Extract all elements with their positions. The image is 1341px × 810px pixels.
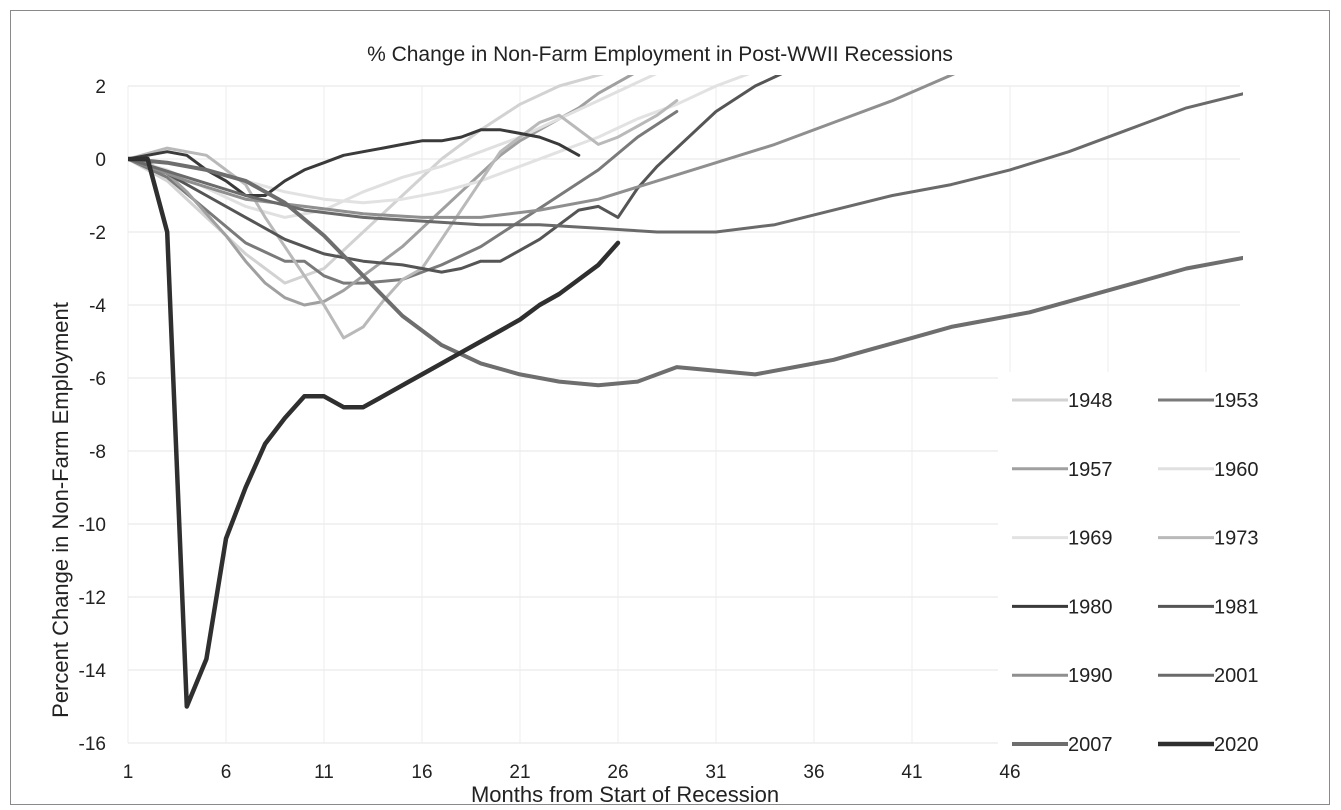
legend-label-1973: 1973 — [1214, 528, 1259, 550]
series-line-1953 — [128, 110, 679, 285]
y-tick-label: -16 — [79, 734, 106, 755]
legend-label-1981: 1981 — [1214, 596, 1259, 618]
y-tick-label: -14 — [79, 661, 107, 682]
legend-label-1960: 1960 — [1214, 459, 1259, 481]
series-line-2001 — [128, 92, 1243, 234]
y-tick-label: -10 — [79, 515, 106, 536]
legend-label-1948: 1948 — [1068, 390, 1113, 412]
x-tick-label: 16 — [411, 762, 432, 783]
x-tick-label: 41 — [901, 762, 922, 783]
series-line-1960 — [128, 75, 657, 219]
legend-label-1953: 1953 — [1214, 390, 1259, 412]
x-tick-label: 36 — [803, 762, 824, 783]
series-line-2007 — [128, 157, 1243, 388]
y-tick-label: 0 — [95, 150, 106, 171]
y-tick-label: -8 — [89, 442, 106, 463]
x-tick-label: 1 — [123, 762, 134, 783]
legend-label-1980: 1980 — [1068, 596, 1113, 618]
series-line-2020 — [128, 156, 621, 709]
series-line-1981 — [128, 75, 783, 274]
legend-label-1957: 1957 — [1068, 459, 1113, 481]
legend-label-2020: 2020 — [1214, 734, 1259, 756]
legend-label-1969: 1969 — [1068, 528, 1113, 550]
y-axis-ticks: 2 0 -2 -4 -6 -8 -10 -12 -14 -16 — [79, 77, 107, 755]
x-tick-label: 31 — [705, 762, 726, 783]
chart-title: % Change in Non-Farm Employment in Post-… — [367, 43, 953, 66]
x-tick-label: 21 — [509, 762, 530, 783]
y-tick-label: -4 — [89, 296, 106, 317]
y-tick-label: -6 — [89, 369, 106, 390]
x-tick-label: 46 — [999, 762, 1020, 783]
y-tick-label: 2 — [95, 77, 106, 98]
legend-background — [998, 372, 1278, 764]
legend-label-2001: 2001 — [1214, 665, 1259, 687]
series-line-1990 — [128, 75, 956, 219]
x-tick-label: 11 — [314, 762, 334, 783]
plot-area — [128, 75, 1243, 709]
legend: 1948 1953 1957 1960 1969 1973 1980 1981 1990 2001… — [998, 372, 1278, 764]
x-tick-label: 26 — [607, 762, 628, 783]
x-tick-label: 6 — [221, 762, 232, 783]
x-axis-ticks: 1 6 11 16 21 26 31 36 41 46 — [123, 762, 1021, 783]
legend-label-2007: 2007 — [1068, 734, 1113, 756]
legend-label-1990: 1990 — [1068, 665, 1113, 687]
x-axis-label: Months from Start of Recession — [471, 782, 779, 807]
y-tick-label: -12 — [79, 588, 106, 609]
y-tick-label: -2 — [89, 223, 106, 244]
y-axis-label: Percent Change in Non-Farm Employment — [48, 302, 73, 718]
series-line-1973 — [128, 99, 679, 340]
series-lines — [128, 75, 1243, 709]
